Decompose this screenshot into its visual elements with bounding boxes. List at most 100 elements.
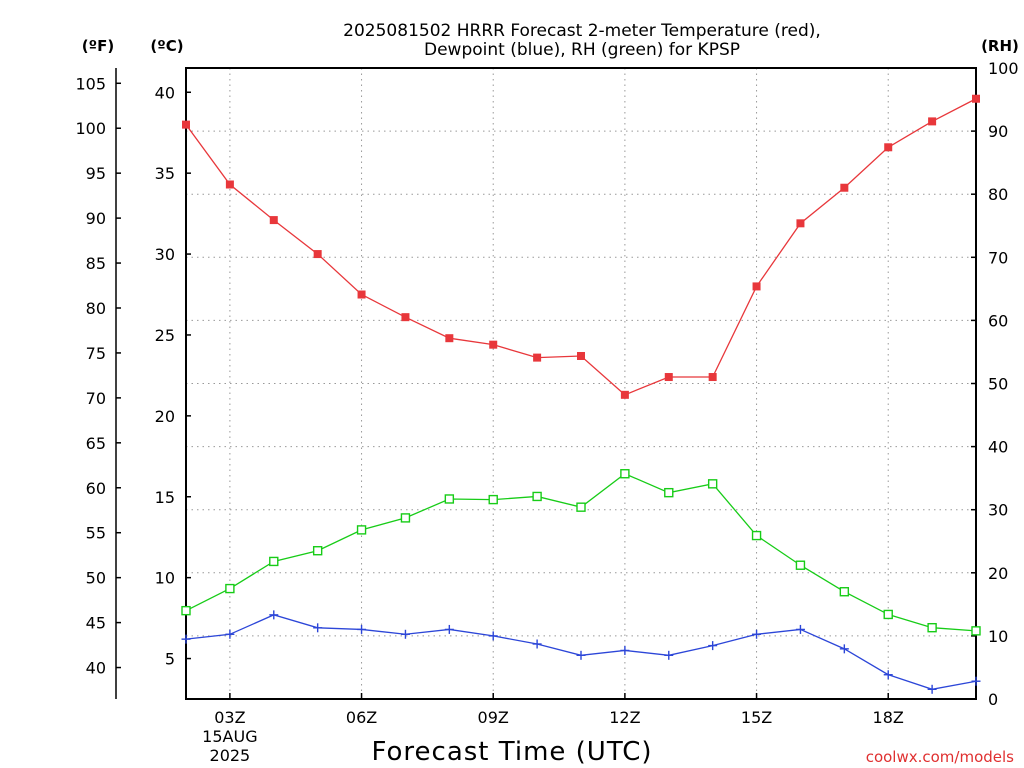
celsius-tick-label: 40 bbox=[155, 83, 175, 102]
x-tick-date: 15AUG bbox=[202, 727, 257, 746]
fahrenheit-tick-label: 95 bbox=[86, 164, 106, 183]
celsius-tick-label: 20 bbox=[155, 407, 175, 426]
rh-unit-label: (RH) bbox=[981, 37, 1019, 55]
temperature-point bbox=[225, 180, 234, 189]
rh-point bbox=[839, 587, 850, 597]
dewpoint-point bbox=[181, 634, 191, 644]
chart-title-line2: Dewpoint (blue), RH (green) for KPSP bbox=[424, 40, 740, 60]
x-tick-label: 12Z bbox=[609, 708, 640, 727]
rh-axis: 0 10 20 30 40 50 60 70 80 90 100 bbox=[971, 59, 1019, 709]
dewpoint-point bbox=[532, 639, 542, 649]
celsius-tick-label: 5 bbox=[165, 650, 175, 669]
temperature-point bbox=[796, 219, 805, 228]
celsius-tick-label: 25 bbox=[155, 326, 175, 345]
rh-tick-label: 40 bbox=[988, 438, 1008, 457]
rh-point bbox=[576, 502, 586, 512]
x-tick-label: 09Z bbox=[478, 708, 509, 727]
rh-tick-label: 80 bbox=[988, 185, 1008, 204]
dewpoint-point bbox=[576, 650, 586, 660]
rh-point bbox=[927, 622, 937, 633]
temperature-point bbox=[928, 117, 937, 126]
dewpoint-point bbox=[357, 624, 367, 634]
rh-tick-label: 60 bbox=[988, 311, 1008, 330]
rh-tick-label: 100 bbox=[988, 59, 1019, 78]
dewpoint-point bbox=[708, 641, 718, 651]
rh-point bbox=[883, 609, 893, 620]
rh-point bbox=[971, 626, 981, 636]
temperature-series bbox=[182, 94, 980, 399]
fahrenheit-tick-label: 70 bbox=[86, 389, 106, 408]
fahrenheit-axis: 40 45 50 55 60 65 70 75 80 85 90 95 100 105 bbox=[75, 74, 121, 678]
celsius-tick-label: 35 bbox=[155, 164, 175, 183]
fahrenheit-tick-label: 80 bbox=[86, 299, 106, 318]
temperature-point bbox=[664, 373, 673, 382]
rh-tick-label: 30 bbox=[988, 501, 1008, 520]
rh-point bbox=[312, 546, 323, 556]
temperature-point bbox=[840, 183, 849, 192]
celsius-tick-label: 10 bbox=[155, 569, 175, 588]
x-tick-label: 18Z bbox=[873, 708, 904, 727]
celsius-tick-label: 15 bbox=[155, 488, 175, 507]
celsius-axis: 5 10 15 20 25 30 35 40 bbox=[155, 83, 191, 669]
rh-point bbox=[751, 530, 762, 541]
temperature-point bbox=[182, 120, 190, 129]
dewpoint-point bbox=[664, 650, 674, 660]
dewpoint-point bbox=[795, 624, 805, 634]
dewpoint-point bbox=[839, 644, 849, 654]
fahrenheit-tick-label: 45 bbox=[86, 614, 106, 633]
rh-tick-label: 90 bbox=[988, 122, 1008, 141]
fahrenheit-tick-label: 55 bbox=[86, 524, 106, 543]
dewpoint-point bbox=[444, 624, 454, 634]
data-series bbox=[181, 94, 981, 694]
dewpoint-point bbox=[927, 684, 937, 694]
dewpoint-point bbox=[752, 629, 762, 639]
dewpoint-point bbox=[488, 631, 498, 641]
dewpoint-point bbox=[620, 645, 630, 655]
dewpoint-series bbox=[181, 610, 981, 694]
x-axis-label: Forecast Time (UTC) bbox=[371, 737, 652, 767]
fahrenheit-tick-label: 100 bbox=[75, 119, 106, 138]
dewpoint-point bbox=[313, 623, 323, 633]
temperature-point bbox=[884, 143, 893, 152]
chart-title-line1: 2025081502 HRRR Forecast 2-meter Tempera… bbox=[343, 21, 821, 41]
rh-point bbox=[181, 605, 191, 616]
rh-point bbox=[444, 494, 455, 504]
fahrenheit-tick-label: 40 bbox=[86, 659, 106, 678]
rh-tick-label: 0 bbox=[988, 690, 998, 709]
temperature-point bbox=[752, 282, 761, 291]
fahrenheit-tick-label: 75 bbox=[86, 344, 106, 363]
x-tick-year: 2025 bbox=[210, 746, 251, 765]
grid-lines bbox=[186, 68, 976, 699]
fahrenheit-tick-label: 65 bbox=[86, 434, 106, 453]
celsius-tick-label: 30 bbox=[155, 245, 175, 264]
temperature-point bbox=[708, 373, 717, 382]
fahrenheit-tick-label: 60 bbox=[86, 479, 106, 498]
rh-point bbox=[356, 525, 367, 535]
dewpoint-point bbox=[400, 629, 410, 639]
temperature-point bbox=[445, 334, 454, 343]
temperature-point bbox=[401, 313, 410, 322]
rh-point bbox=[400, 513, 411, 523]
dewpoint-point bbox=[269, 610, 279, 620]
temperature-point bbox=[577, 351, 585, 360]
temperature-point bbox=[489, 340, 498, 349]
temperature-point bbox=[533, 353, 542, 362]
rh-point bbox=[488, 494, 498, 505]
rh-tick-label: 50 bbox=[988, 375, 1008, 394]
rh-point bbox=[707, 479, 718, 489]
fahrenheit-tick-label: 85 bbox=[86, 254, 106, 273]
rh-point bbox=[795, 560, 806, 570]
x-tick-label: 15Z bbox=[741, 708, 772, 727]
fahrenheit-tick-label: 105 bbox=[75, 74, 106, 93]
temperature-point bbox=[357, 290, 366, 299]
fahrenheit-tick-label: 90 bbox=[86, 209, 106, 228]
rh-point bbox=[664, 487, 674, 498]
rh-line bbox=[185, 472, 977, 632]
rh-tick-label: 70 bbox=[988, 248, 1008, 267]
fahrenheit-tick-label: 50 bbox=[86, 569, 106, 588]
rh-series bbox=[181, 469, 981, 636]
dewpoint-point bbox=[225, 629, 235, 639]
rh-tick-label: 20 bbox=[988, 564, 1008, 583]
